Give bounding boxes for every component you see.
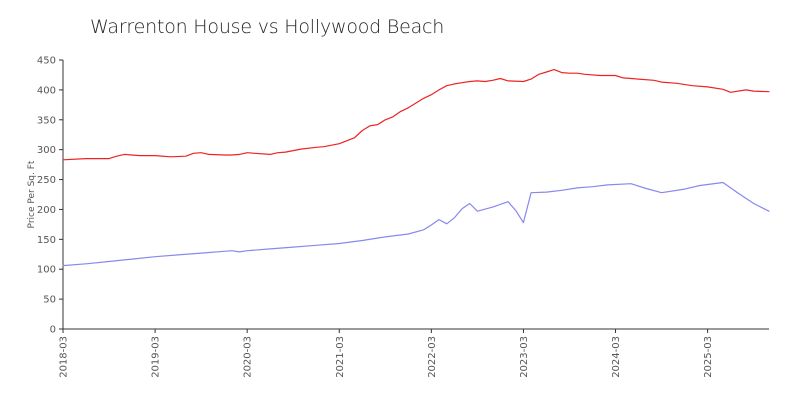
- y-tick-label: 450: [37, 56, 56, 67]
- chart-title: Warrenton House vs Hollywood Beach: [90, 16, 445, 38]
- x-tick-label: 2024-03: [611, 336, 622, 378]
- y-axis-label: Price Per Sq. Ft: [27, 160, 37, 228]
- y-axis-label-group: Price Per Sq. Ft: [27, 160, 37, 228]
- y-tick-label: 50: [43, 295, 56, 306]
- y-tick-label: 150: [37, 235, 56, 246]
- x-tick-label: 2025-03: [703, 336, 714, 378]
- x-tick-label: 2018-03: [59, 336, 70, 378]
- x-tick-label: 2022-03: [427, 336, 438, 378]
- series-layer: [62, 68, 770, 267]
- series-line-2: [62, 181, 770, 267]
- y-tick-label: 250: [37, 175, 56, 186]
- y-tick-label: 0: [50, 325, 56, 336]
- y-tick-label: 200: [37, 205, 56, 216]
- x-tick-label: 2021-03: [335, 336, 346, 378]
- series-line-1: [62, 68, 770, 161]
- x-tick-label: 2020-03: [243, 336, 254, 378]
- axes: 0 50 100 150 200 250 300 350 400 450 2018-03 2019-0…: [37, 56, 769, 378]
- x-tick-label: 2023-03: [519, 336, 530, 378]
- x-tick-label: 2019-03: [151, 336, 162, 378]
- y-tick-label: 400: [37, 85, 56, 96]
- y-tick-label: 350: [37, 115, 56, 126]
- y-tick-label: 100: [37, 265, 56, 276]
- y-tick-label: 300: [37, 145, 56, 156]
